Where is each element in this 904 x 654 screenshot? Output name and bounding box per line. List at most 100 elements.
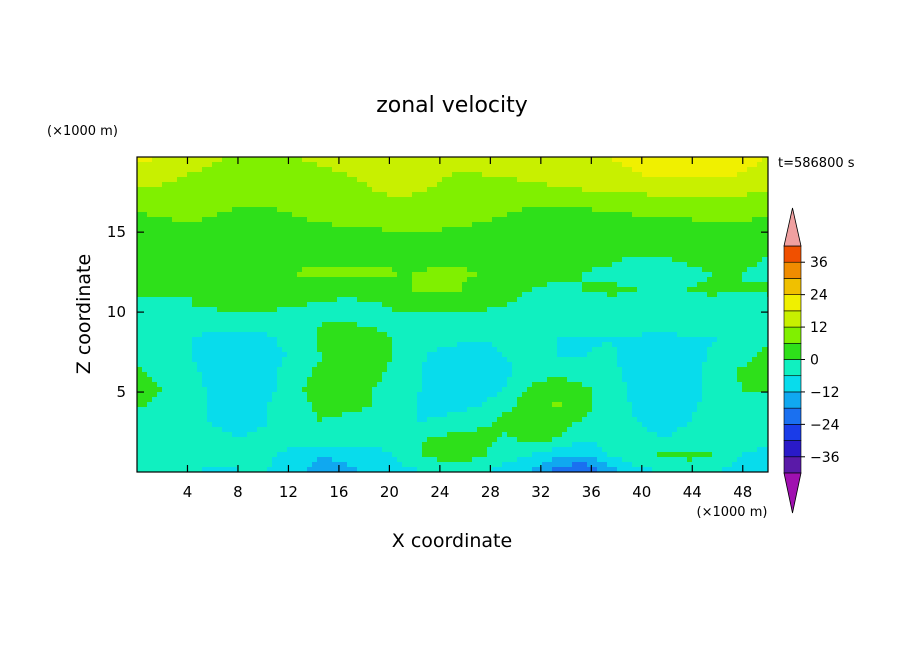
field-cell (737, 302, 743, 308)
field-cell (462, 267, 468, 273)
field-cell (487, 257, 493, 263)
field-cell (222, 347, 228, 353)
field-cell (427, 187, 433, 193)
field-cell (617, 177, 623, 183)
field-cell (452, 222, 458, 228)
field-cell (307, 307, 313, 313)
contour-field (137, 157, 768, 472)
field-cell (697, 307, 703, 313)
field-cell (522, 317, 528, 323)
field-cell (572, 227, 578, 233)
field-cell (177, 177, 183, 183)
field-cell (377, 332, 383, 338)
field-cell (542, 272, 548, 278)
field-cell (287, 272, 293, 278)
field-cell (762, 202, 768, 208)
field-cell (632, 162, 638, 168)
field-cell (607, 172, 613, 178)
field-cell (512, 167, 518, 173)
field-cell (712, 192, 718, 198)
field-cell (752, 277, 758, 283)
field-cell (692, 167, 698, 173)
field-cell (152, 322, 158, 328)
field-cell (682, 207, 688, 213)
field-cell (192, 167, 198, 173)
field-cell (632, 312, 638, 318)
field-cell (687, 202, 693, 208)
field-cell (642, 172, 648, 178)
field-cell (762, 207, 768, 213)
field-cell (712, 287, 718, 293)
field-cell (727, 277, 733, 283)
field-cell (617, 322, 623, 328)
field-cell (217, 252, 223, 258)
field-cell (652, 192, 658, 198)
field-cell (432, 172, 438, 178)
field-cell (602, 212, 608, 218)
field-cell (737, 177, 743, 183)
field-cell (282, 272, 288, 278)
field-cell (602, 312, 608, 318)
field-cell (247, 322, 253, 328)
field-cell (162, 282, 168, 288)
field-cell (722, 272, 728, 278)
field-cell (417, 337, 423, 343)
field-cell (572, 297, 578, 303)
field-cell (232, 242, 238, 248)
field-cell (752, 302, 758, 308)
field-cell (547, 267, 553, 273)
field-cell (492, 212, 498, 218)
field-cell (257, 197, 263, 203)
field-cell (187, 262, 193, 268)
field-cell (487, 252, 493, 258)
field-cell (337, 342, 343, 348)
field-cell (667, 282, 673, 288)
field-cell (477, 187, 483, 193)
field-cell (422, 347, 428, 353)
field-cell (632, 272, 638, 278)
field-cell (667, 237, 673, 243)
field-cell (572, 242, 578, 248)
field-cell (277, 232, 283, 238)
field-cell (212, 217, 218, 223)
field-cell (542, 347, 548, 353)
field-cell (357, 307, 363, 313)
field-cell (577, 182, 583, 188)
field-cell (562, 312, 568, 318)
field-cell (702, 262, 708, 268)
field-cell (597, 307, 603, 313)
field-cell (267, 327, 273, 333)
field-cell (687, 272, 693, 278)
field-cell (277, 202, 283, 208)
field-cell (707, 197, 713, 203)
field-cell (472, 202, 478, 208)
field-cell (602, 302, 608, 308)
field-cell (347, 232, 353, 238)
field-cell (322, 317, 328, 323)
field-cell (267, 272, 273, 278)
field-cell (517, 227, 523, 233)
field-cell (372, 167, 378, 173)
field-cell (357, 182, 363, 188)
field-cell (202, 257, 208, 263)
field-cell (372, 157, 378, 163)
field-cell (142, 262, 148, 268)
field-cell (667, 302, 673, 308)
field-cell (367, 302, 373, 308)
field-cell (597, 322, 603, 328)
field-cell (262, 217, 268, 223)
field-cell (217, 297, 223, 303)
field-cell (582, 227, 588, 233)
field-cell (252, 187, 258, 193)
field-cell (482, 332, 488, 338)
field-cell (257, 287, 263, 293)
field-cell (377, 282, 383, 288)
field-cell (762, 197, 768, 203)
field-cell (297, 167, 303, 173)
field-cell (562, 252, 568, 258)
field-cell (387, 212, 393, 218)
field-cell (382, 182, 388, 188)
field-cell (607, 347, 613, 353)
field-cell (377, 187, 383, 193)
field-cell (432, 287, 438, 293)
